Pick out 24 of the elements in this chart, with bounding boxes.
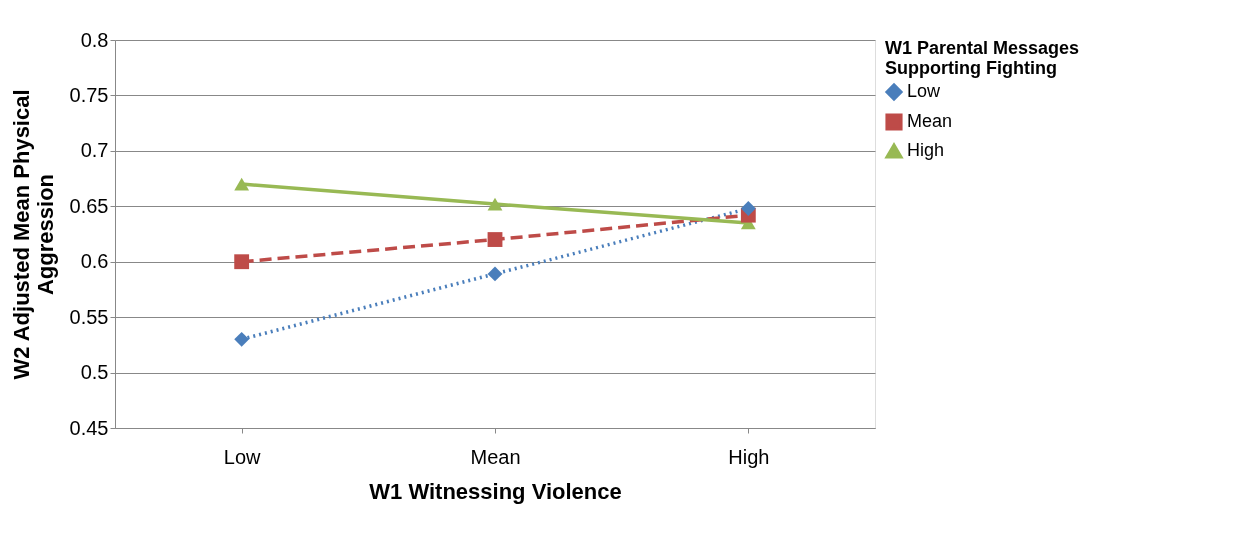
legend-label: Mean bbox=[907, 111, 953, 131]
point bbox=[740, 201, 756, 216]
x-tick-label: Mean bbox=[470, 445, 521, 468]
y-tick-label: 0.55 bbox=[69, 305, 109, 328]
point bbox=[487, 232, 503, 247]
legend-label: High bbox=[907, 140, 945, 160]
point bbox=[487, 266, 503, 282]
y-axis-title: W2 Adjusted Mean Physical Aggression bbox=[8, 89, 58, 380]
point bbox=[234, 331, 250, 347]
point bbox=[234, 177, 250, 191]
point bbox=[487, 197, 503, 211]
y-tick-label: 0.8 bbox=[80, 28, 109, 51]
y-tick-label: 0.7 bbox=[80, 139, 109, 162]
x-axis-title: W1 Witnessing Violence bbox=[369, 478, 622, 504]
y-tick-label: 0.45 bbox=[69, 416, 109, 439]
y-tick-label: 0.6 bbox=[80, 250, 109, 273]
x-tick-label: High bbox=[728, 445, 770, 468]
point bbox=[234, 254, 250, 270]
y-tick-label: 0.75 bbox=[69, 83, 109, 106]
y-tick-label: 0.65 bbox=[69, 194, 109, 217]
x-tick-label: Low bbox=[223, 445, 262, 468]
y-tick-label: 0.5 bbox=[80, 361, 109, 384]
legend-label: Low bbox=[907, 81, 942, 101]
legend-title: W1 Parental Messages Supporting Fighting bbox=[885, 38, 1080, 78]
